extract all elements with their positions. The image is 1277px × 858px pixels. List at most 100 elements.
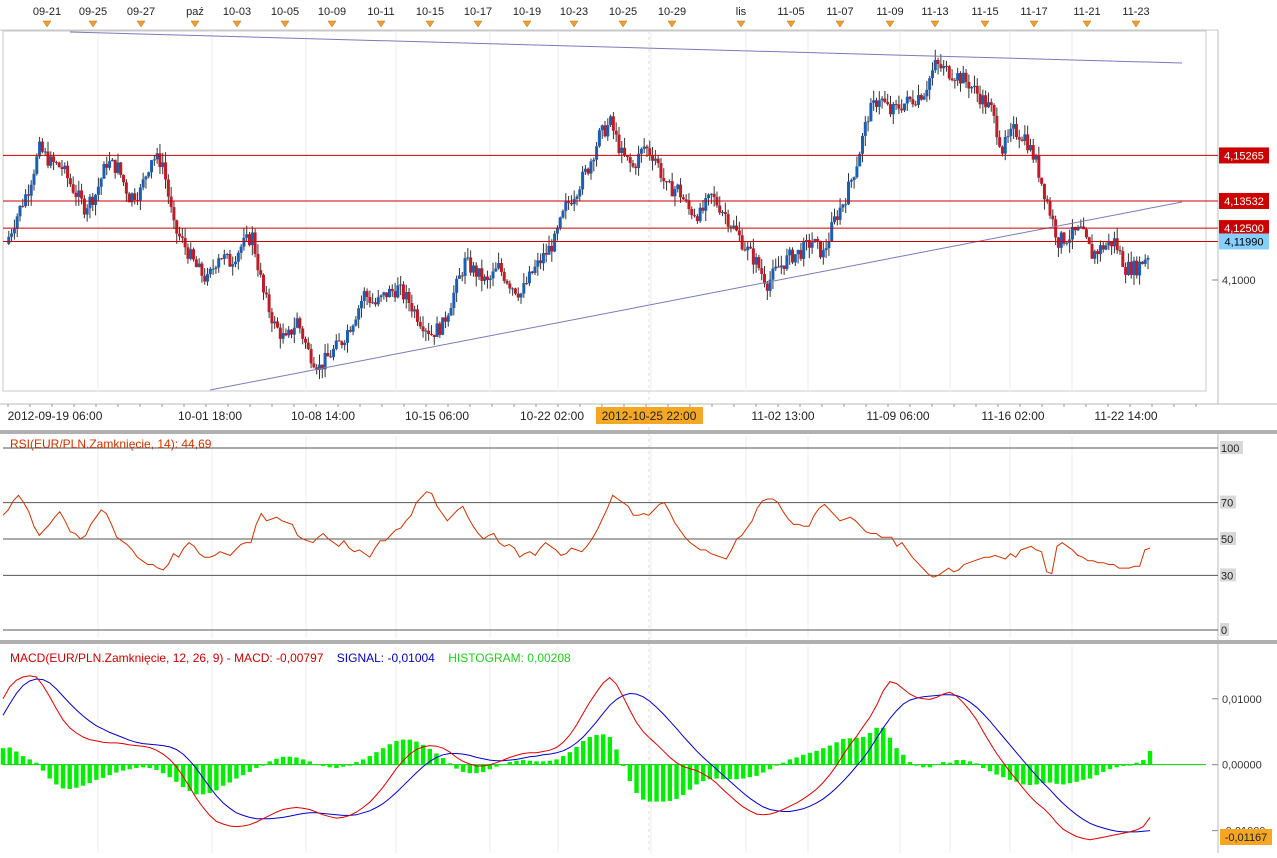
candle-body <box>819 240 823 258</box>
candle-body <box>726 214 730 227</box>
candle-body <box>765 283 769 291</box>
candle-body <box>488 278 492 281</box>
candle-body <box>737 230 741 236</box>
candle-body <box>950 78 954 81</box>
event-marker-icon[interactable] <box>667 20 677 28</box>
event-marker-icon[interactable] <box>42 20 52 28</box>
top-date-label: paź <box>186 6 204 18</box>
event-marker-icon[interactable] <box>618 20 628 28</box>
upper-trend-line[interactable] <box>69 31 1183 64</box>
candle-body <box>642 146 646 149</box>
histogram-bar <box>1067 764 1073 784</box>
candle-body <box>723 212 727 215</box>
event-marker-icon[interactable] <box>1082 20 1092 28</box>
candle-body <box>645 146 649 149</box>
candle-body <box>849 180 853 182</box>
candle-body <box>861 135 864 154</box>
histogram-bar <box>400 739 406 765</box>
event-marker-icon[interactable] <box>522 20 532 28</box>
event-marker-icon[interactable] <box>473 20 483 28</box>
candle-body <box>933 59 937 71</box>
panel-splitter-rsi[interactable] <box>0 430 1277 434</box>
event-marker-icon[interactable] <box>835 20 845 28</box>
candle-body <box>256 253 260 271</box>
candle-body <box>446 315 450 322</box>
candle-body <box>172 207 176 221</box>
candle-body <box>1028 145 1032 151</box>
candle-body <box>197 263 201 268</box>
histogram-bar <box>834 742 839 765</box>
top-date-label: 11-13 <box>921 6 948 18</box>
rsi-levels: 100 70 50 30 0 <box>3 441 1243 637</box>
histogram-bar <box>1047 764 1053 783</box>
candle-body <box>502 271 506 281</box>
event-marker-icon[interactable] <box>736 20 746 28</box>
event-marker-icon[interactable] <box>88 20 98 28</box>
histogram-bar <box>427 748 432 765</box>
candle-body <box>1115 238 1119 251</box>
candle-body <box>96 186 100 195</box>
candle-body <box>24 194 28 206</box>
candle-body <box>592 159 596 162</box>
candle-body <box>441 317 445 335</box>
candle-body <box>477 268 481 277</box>
event-marker-icon[interactable] <box>885 20 895 28</box>
histogram-bar <box>1054 764 1059 784</box>
candle-body <box>94 194 98 205</box>
candle-body <box>385 292 389 298</box>
histogram-bar <box>594 735 599 765</box>
histogram-bar <box>80 764 86 786</box>
event-marker-icon[interactable] <box>980 20 990 28</box>
histogram-bar <box>861 736 866 765</box>
candle-body <box>1132 260 1136 276</box>
candle-body <box>382 292 386 296</box>
candle-body <box>404 291 408 300</box>
candle-body <box>427 330 431 335</box>
candle-body <box>1093 251 1097 259</box>
histogram-bar <box>687 764 693 790</box>
top-date-label: 11-21 <box>1073 6 1100 18</box>
candle-body <box>522 283 526 294</box>
candle-body <box>348 330 352 332</box>
candle-body <box>85 208 89 215</box>
histogram-bar <box>34 762 39 765</box>
event-marker-icon[interactable] <box>1131 20 1141 28</box>
candle-body <box>340 341 344 346</box>
candle-body <box>572 199 576 205</box>
histogram-bar <box>620 764 626 766</box>
event-marker-icon[interactable] <box>425 20 435 28</box>
event-marker-icon[interactable] <box>232 20 242 28</box>
histogram-bar <box>794 757 799 765</box>
candle-body <box>66 165 70 179</box>
event-marker-icon[interactable] <box>930 20 940 28</box>
event-marker-icon[interactable] <box>569 20 579 28</box>
panel-splitter-macd[interactable] <box>0 640 1277 644</box>
candle-body <box>43 151 47 153</box>
event-marker-icon[interactable] <box>280 20 290 28</box>
candle-body <box>421 326 425 332</box>
candle-body <box>194 259 198 268</box>
histogram-bar <box>500 764 506 766</box>
candle-body <box>947 66 951 79</box>
event-marker-icon[interactable] <box>376 20 386 28</box>
event-marker-icon[interactable] <box>1029 20 1039 28</box>
candle-body <box>989 102 993 106</box>
candle-body <box>1040 177 1044 184</box>
bottom-time-label: 10-01 18:00 <box>178 409 242 423</box>
candle-body <box>835 216 839 220</box>
histogram-bar <box>1074 764 1079 782</box>
candle-body <box>874 100 878 107</box>
rsi-level-badge <box>1220 441 1243 454</box>
candle-body <box>888 104 892 115</box>
lower-trend-line[interactable] <box>209 201 1183 391</box>
candle-body <box>525 283 529 285</box>
histogram-bar <box>821 748 826 765</box>
candle-body <box>530 271 534 274</box>
top-date-axis: 09-21 09-25 09-27 paź 10-03 10-05 10-09 10-11 10… <box>33 6 1150 28</box>
event-marker-icon[interactable] <box>786 20 796 28</box>
event-marker-icon[interactable] <box>190 20 200 28</box>
histogram-bar <box>74 764 79 788</box>
event-marker-icon[interactable] <box>327 20 337 28</box>
histogram-bar <box>974 763 979 765</box>
event-marker-icon[interactable] <box>136 20 146 28</box>
